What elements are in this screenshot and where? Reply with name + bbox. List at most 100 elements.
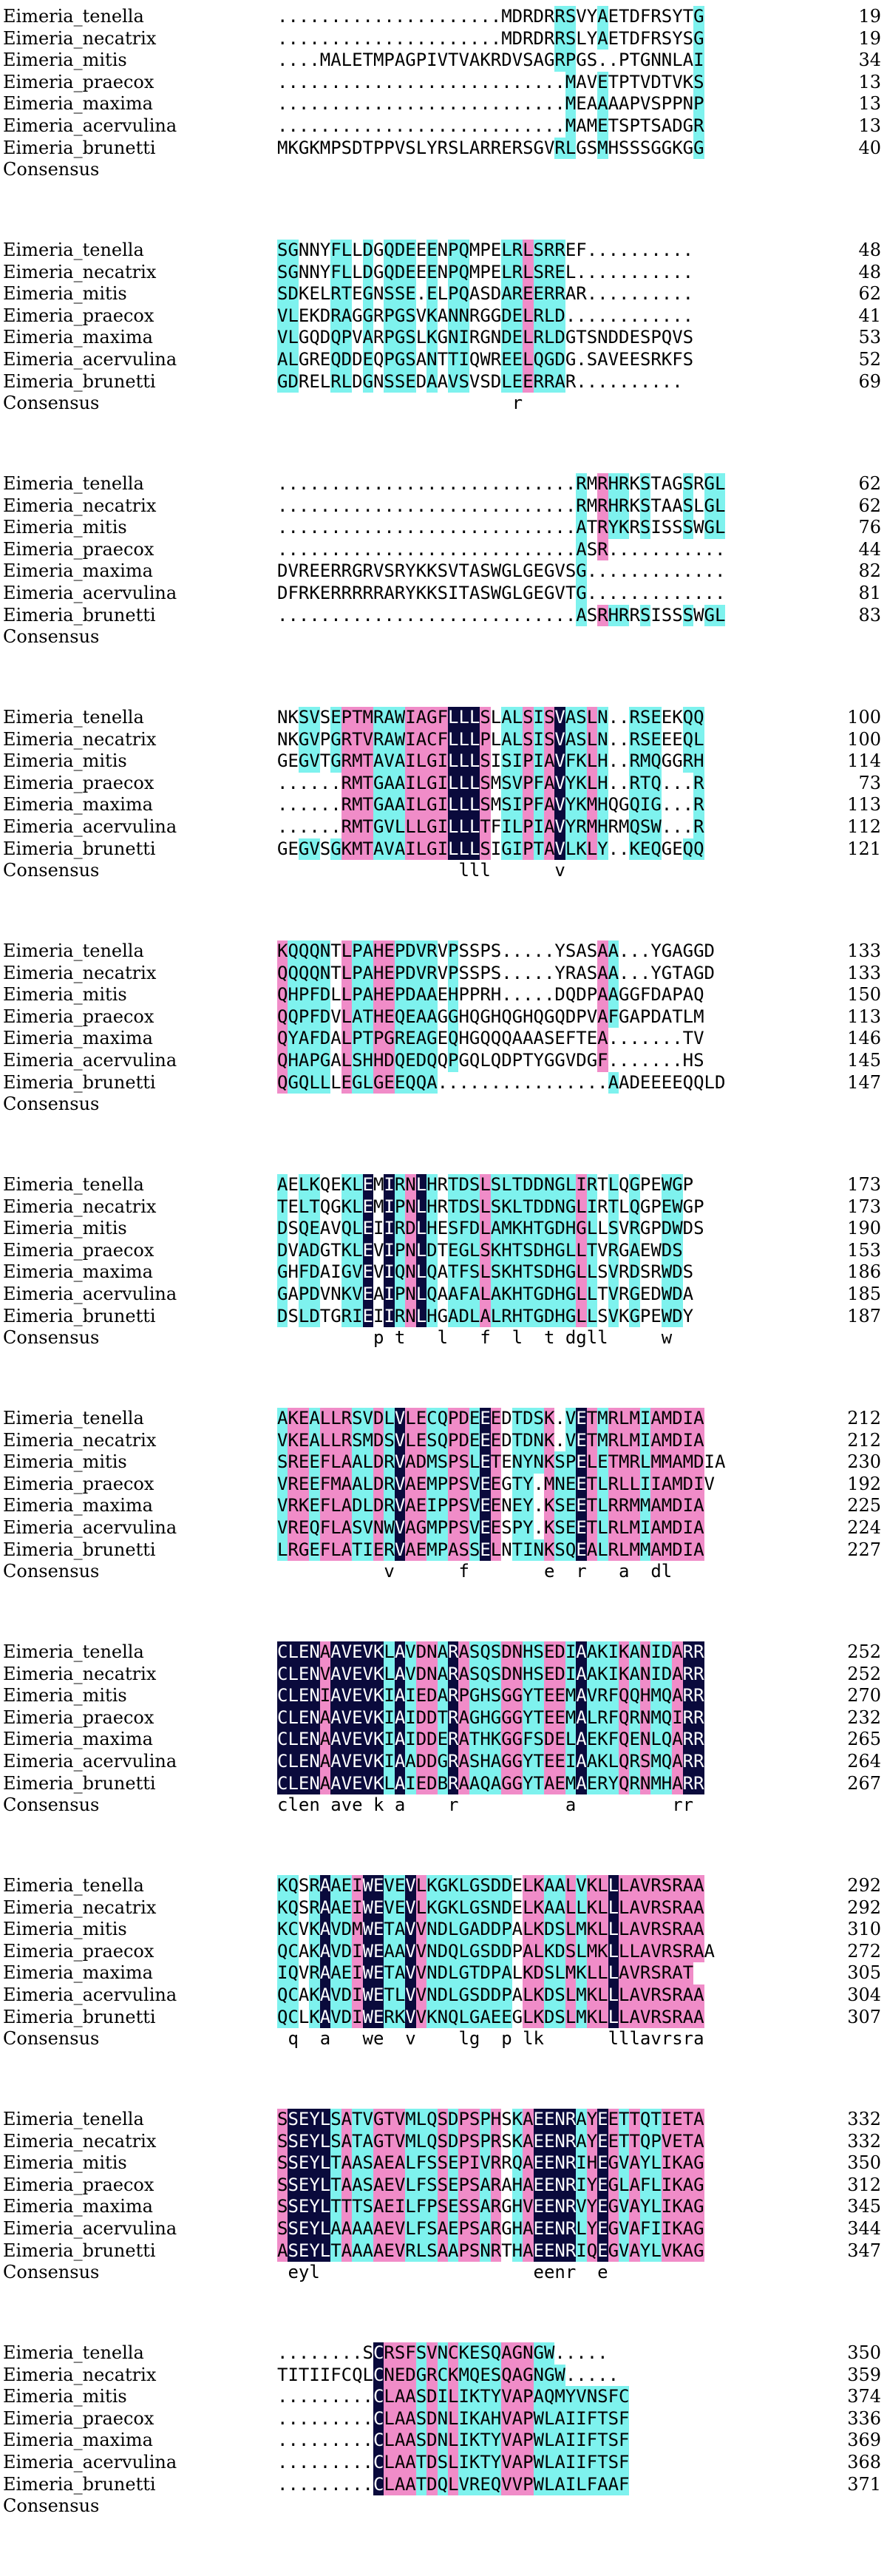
sequence-row: Eimeria_praecox.........................…: [3, 71, 884, 94]
residue-count: 305: [847, 1962, 881, 1984]
sequence-row: Eimeria_mitis SDKELRTEGNSSE.ELPQASDAREERR…: [3, 283, 884, 305]
sequence-row: Eimeria_necatrix........................…: [3, 495, 884, 518]
residue-count: 73: [858, 772, 881, 793]
sequence-residues: CLENVAVEVKLAVDNARASQSDNHSEDIAAKIKANIDARR: [277, 1663, 704, 1686]
sequence-residues: SDKELRTEGNSSE.ELPQASDAREERRAR..........: [277, 283, 694, 305]
residue-count: 292: [847, 1897, 881, 1918]
sequence-residues: VKEALLRSMDSVLESQPDEEEDTDNK.VETMRLMIAMDIA: [277, 1429, 704, 1452]
residue-count: 232: [847, 1706, 881, 1728]
sequence-residues: KQSRAAEIWEVEVLKGKLGSNDELKAALLKLLLAVRSRAA: [277, 1897, 704, 1919]
sequence-residues: VREEFMAALDRVAEMPPSVEEGTY.MNEETLRLLIIAMDI…: [277, 1473, 715, 1496]
species-name: Eimeria_brunetti: [3, 2473, 156, 2495]
species-name: Eimeria_acervulina: [3, 1984, 177, 2005]
residue-count: 44: [858, 538, 881, 560]
sequence-row: Eimeria_mitis ....MALETMPAGPIVTVAKRDVSAGR…: [3, 50, 884, 72]
sequence-row: Eimeria_praecox CLENAAVEVKIAIDDTRAGHGGGYT…: [3, 1706, 884, 1729]
sequence-residues: ............................RMRHRKSTAASL…: [277, 495, 726, 518]
residue-count: 19: [858, 6, 881, 27]
residue-count: 336: [847, 2407, 881, 2429]
consensus-label: Consensus: [3, 860, 100, 881]
sequence-row: Eimeria_acervulina SSEYLAAAAAEVLFSAEPSARG…: [3, 2217, 884, 2240]
sequence-residues: TELTQGKLEMIPNLHRTDSLSKLTDDNGLIRTLQGPEWGP: [277, 1196, 704, 1218]
species-name: Eimeria_acervulina: [3, 1049, 177, 1071]
consensus-label: Consensus: [3, 159, 100, 180]
sequence-row: Eimeria_mitis GEGVTGRMTAVAILGILLLSISIPIAV…: [3, 750, 884, 773]
sequence-residues: QQPFDVLATHEQEAAGGHQGHQGHQGQDPVAFGAPDATLM: [277, 1006, 704, 1028]
residue-count: 112: [847, 816, 881, 837]
sequence-residues: KQSRAAEIWEVEVLKGKLGSDDELKAALVKLLLAVRSRAA: [277, 1875, 704, 1897]
residue-count: 212: [847, 1408, 881, 1428]
sequence-residues: ......RMTGAAILGILLLSMSIPFAVYKMHQGQIG...R: [277, 794, 704, 816]
species-name: Eimeria_necatrix: [3, 261, 157, 282]
alignment-block: Eimeria_tenella SGNNYFLLDGQDEEENPQMPELRLS…: [3, 240, 884, 473]
residue-count: 113: [847, 794, 881, 816]
sequence-residues: ...........................MAVETPTVDTVKS: [277, 71, 704, 94]
sequence-residues: MKGKMPSDTPPVSLYRSLARRERSGVRLGSMHSSSGGKGG: [277, 137, 704, 160]
residue-count: 173: [847, 1196, 881, 1217]
sequence-residues: QHPFDLLPAHEPDAAEHPPRH.....DQDPAAGGFDAPAQ: [277, 984, 704, 1006]
sequence-row: Eimeria_acervulina......................…: [3, 115, 884, 138]
sequence-row: Eimeria_brunetti CLENAAVEVKLAIEDBRAAQAGGY…: [3, 1772, 884, 1795]
species-name: Eimeria_praecox: [3, 2174, 154, 2195]
residue-count: 114: [847, 750, 881, 772]
sequence-row: Eimeria_praecox QCAKAVDIWEAAVVNDQLGSDDPAL…: [3, 1940, 884, 1963]
species-name: Eimeria_acervulina: [3, 2217, 177, 2239]
residue-count: 62: [858, 473, 881, 494]
sequence-row: Eimeria_praecox VLEKDRAGGRPGSVKANNRGGDELR…: [3, 305, 884, 328]
sequence-row: Eimeria_mitis .........CLAASDILIKTYVAPAQM…: [3, 2386, 884, 2408]
sequence-residues: SSEYLSATVGTVMLQSDPSPHSKAEENRAYEETTQTIETA: [277, 2109, 704, 2131]
sequence-row: Eimeria_mitis DSQEAVQLEIIRDLHESFDLAMKHTGD…: [3, 1218, 884, 1240]
sequence-residues: QGQLLLEGLGEEQQA................AADEEEEQQ…: [277, 1071, 726, 1094]
sequence-residues: IQVRAAEIWETAVVNDLGTDPALKDSLMKLLLAVRSRAT: [277, 1962, 694, 1984]
residue-count: 53: [858, 327, 881, 348]
species-name: Eimeria_praecox: [3, 1006, 154, 1027]
species-name: Eimeria_tenella: [3, 473, 144, 494]
sequence-row: Eimeria_brunetti GDRELRLDGNSSEDAAVSVSDLEE…: [3, 370, 884, 393]
sequence-residues: VLEKDRAGGRPGSVKANNRGGDELRLD............: [277, 305, 694, 328]
sequence-row: Eimeria_acervulina .........CLAATDSLIKTYV…: [3, 2451, 884, 2474]
species-name: Eimeria_necatrix: [3, 1663, 157, 1684]
species-name: Eimeria_tenella: [3, 1875, 144, 1896]
residue-count: 332: [847, 2130, 881, 2152]
species-name: Eimeria_brunetti: [3, 1772, 156, 1794]
species-name: Eimeria_necatrix: [3, 1897, 157, 1918]
sequence-row: Eimeria_mitis KCVKAVDMWETAVVNDLGADDPALKDS…: [3, 1919, 884, 1941]
sequence-row: Eimeria_brunetti........................…: [3, 604, 884, 627]
consensus-row: Consensus clen ave k a r a rr: [3, 1794, 884, 1817]
sequence-residues: DVADGTKLEVIPNLDTEGLSKHTSDHGLLTVRGAEWDS: [277, 1239, 683, 1262]
species-name: Eimeria_praecox: [3, 538, 154, 560]
residue-count: 76: [858, 517, 881, 538]
species-name: Eimeria_praecox: [3, 305, 154, 326]
sequence-row: Eimeria_tenella ........SCRSFSVNCKESQAGNG…: [3, 2342, 884, 2365]
sequence-row: Eimeria_tenella KQQQNTLPAHEPDVRVPSSPS....…: [3, 940, 884, 963]
sequence-residues: DSLDTGRIEIIRNLHGADLALRHTGDHGLLSVKGPEWDY: [277, 1305, 694, 1328]
residue-count: 81: [858, 582, 881, 603]
species-name: Eimeria_brunetti: [3, 137, 156, 158]
residue-count: 310: [847, 1919, 881, 1940]
sequence-row: Eimeria_necatrix KQSRAAEIWEVEVLKGKLGSNDEL…: [3, 1897, 884, 1919]
residue-count: 69: [858, 370, 881, 392]
species-name: Eimeria_mitis: [3, 1685, 127, 1706]
species-name: Eimeria_acervulina: [3, 115, 177, 136]
sequence-residues: ............................ASR.........…: [277, 538, 726, 561]
species-name: Eimeria_mitis: [3, 1451, 127, 1473]
species-name: Eimeria_brunetti: [3, 370, 156, 392]
sequence-residues: ...........................MEAAAAPVSPPNP: [277, 93, 704, 115]
species-name: Eimeria_acervulina: [3, 1516, 177, 1538]
consensus-label: Consensus: [3, 2028, 100, 2050]
residue-count: 186: [847, 1261, 881, 1283]
residue-count: 187: [847, 1305, 881, 1326]
consensus-label: Consensus: [3, 2262, 100, 2283]
sequence-row: Eimeria_necatrix SSEYLSATAGTVMLQSDPSPRSKA…: [3, 2130, 884, 2153]
residue-count: 270: [847, 1685, 881, 1706]
sequence-residues: ....MALETMPAGPIVTVAKRDVSAGRPGS..PTGNNLAI: [277, 50, 704, 72]
sequence-residues: .....................MDRDRRSLYAETDFRSYSG: [277, 27, 704, 50]
species-name: Eimeria_brunetti: [3, 838, 156, 859]
sequence-row: Eimeria_brunetti QCLKAVDIWERKVVKNQLGAEEGL…: [3, 2006, 884, 2029]
species-name: Eimeria_tenella: [3, 707, 144, 728]
sequence-row: Eimeria_necatrix SGNNYFLLDGQDEEENPQMPELRL…: [3, 261, 884, 284]
sequence-row: Eimeria_brunetti LRGEFLATIERVAEMPASSELNTI…: [3, 1539, 884, 1562]
residue-count: 225: [847, 1495, 881, 1516]
residue-count: 272: [847, 1940, 881, 1962]
residue-count: 371: [847, 2473, 881, 2495]
